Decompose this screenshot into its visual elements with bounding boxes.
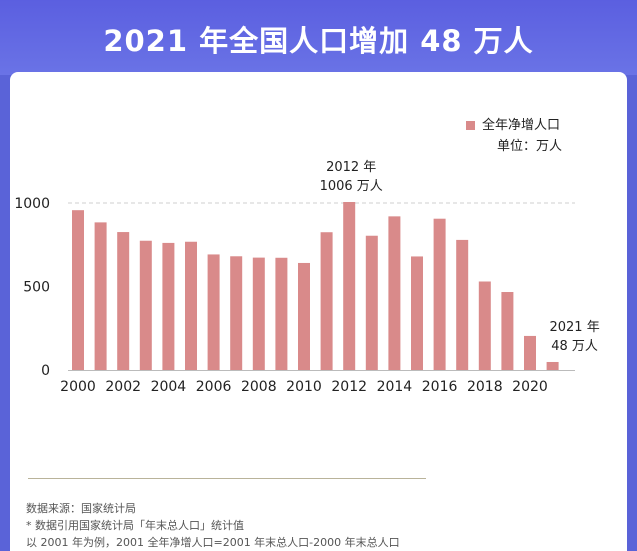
bar — [207, 254, 220, 370]
bar — [252, 257, 265, 370]
bar — [162, 242, 175, 370]
x-tick-label: 2004 — [151, 379, 187, 395]
bar — [94, 222, 107, 370]
y-tick-label: 500 — [23, 280, 50, 296]
annotation-value: 1006 万人 — [320, 179, 383, 194]
divider — [28, 478, 426, 479]
x-tick-label: 2012 — [331, 379, 367, 395]
unit-label: 单位：万人 — [497, 139, 563, 154]
source-note: 数据来源：国家统计局 — [26, 502, 136, 515]
annotation-year: 2021 年 — [549, 320, 599, 335]
legend-swatch — [466, 121, 475, 130]
footnotes: 数据来源：国家统计局 * 数据引用国家统计局「年末总人口」统计值 以 2001 … — [26, 500, 400, 551]
x-tick-label: 2018 — [467, 379, 503, 395]
bar — [411, 256, 423, 370]
bar — [320, 232, 333, 370]
bar — [72, 210, 84, 370]
bar — [478, 281, 491, 370]
bar — [139, 240, 152, 370]
bar — [343, 201, 356, 370]
bar — [365, 235, 378, 370]
header-banner — [0, 0, 637, 75]
footnote-1: * 数据引用国家统计局「年末总人口」统计值 — [26, 519, 244, 532]
x-tick-label: 2008 — [241, 379, 277, 395]
bar — [433, 218, 446, 370]
annotation-year: 2012 年 — [326, 160, 376, 175]
annotation-value: 48 万人 — [551, 339, 598, 354]
bar — [388, 216, 401, 370]
bar — [275, 257, 288, 370]
x-tick-label: 2010 — [286, 379, 322, 395]
x-tick-label: 2020 — [512, 379, 548, 395]
x-tick-label: 2014 — [377, 379, 413, 395]
x-tick-label: 2000 — [60, 379, 96, 395]
x-tick-label: 2006 — [196, 379, 232, 395]
bar — [117, 232, 130, 370]
page-title: 2021 年全国人口增加 48 万人 — [103, 24, 534, 58]
legend: 全年净增人口 — [466, 114, 560, 133]
bar — [230, 256, 243, 370]
bar — [185, 241, 197, 370]
bar — [456, 239, 469, 370]
x-tick-label: 2002 — [105, 379, 141, 395]
bar — [546, 361, 559, 370]
bar — [524, 335, 536, 370]
x-tick-label: 2016 — [422, 379, 458, 395]
footnote-2: 以 2001 年为例，2001 全年净增人口=2001 年末总人口-2000 年… — [26, 536, 400, 549]
y-tick-label: 0 — [41, 363, 50, 379]
legend-label: 全年净增人口 — [482, 118, 561, 133]
bar — [501, 292, 514, 370]
y-tick-label: 1000 — [14, 196, 50, 212]
bar — [298, 262, 310, 370]
chart-card — [10, 72, 627, 551]
